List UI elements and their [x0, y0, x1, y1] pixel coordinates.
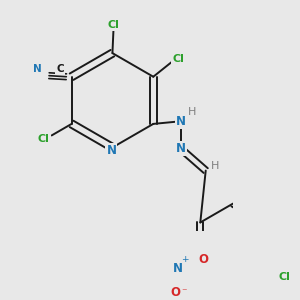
Text: +: + — [181, 255, 188, 264]
Text: Cl: Cl — [107, 20, 119, 30]
Text: Cl: Cl — [279, 272, 290, 282]
Text: N: N — [176, 142, 186, 155]
Text: N: N — [106, 144, 116, 157]
Text: N: N — [173, 262, 183, 275]
Text: ⁻: ⁻ — [181, 288, 187, 298]
Text: Cl: Cl — [38, 134, 50, 144]
Text: H: H — [188, 107, 196, 117]
Text: N: N — [176, 115, 186, 128]
Text: O: O — [171, 286, 181, 299]
Text: Cl: Cl — [172, 54, 184, 64]
Text: H: H — [211, 161, 219, 171]
Text: N: N — [33, 64, 41, 74]
Text: O: O — [198, 253, 208, 266]
Text: C: C — [56, 64, 64, 74]
